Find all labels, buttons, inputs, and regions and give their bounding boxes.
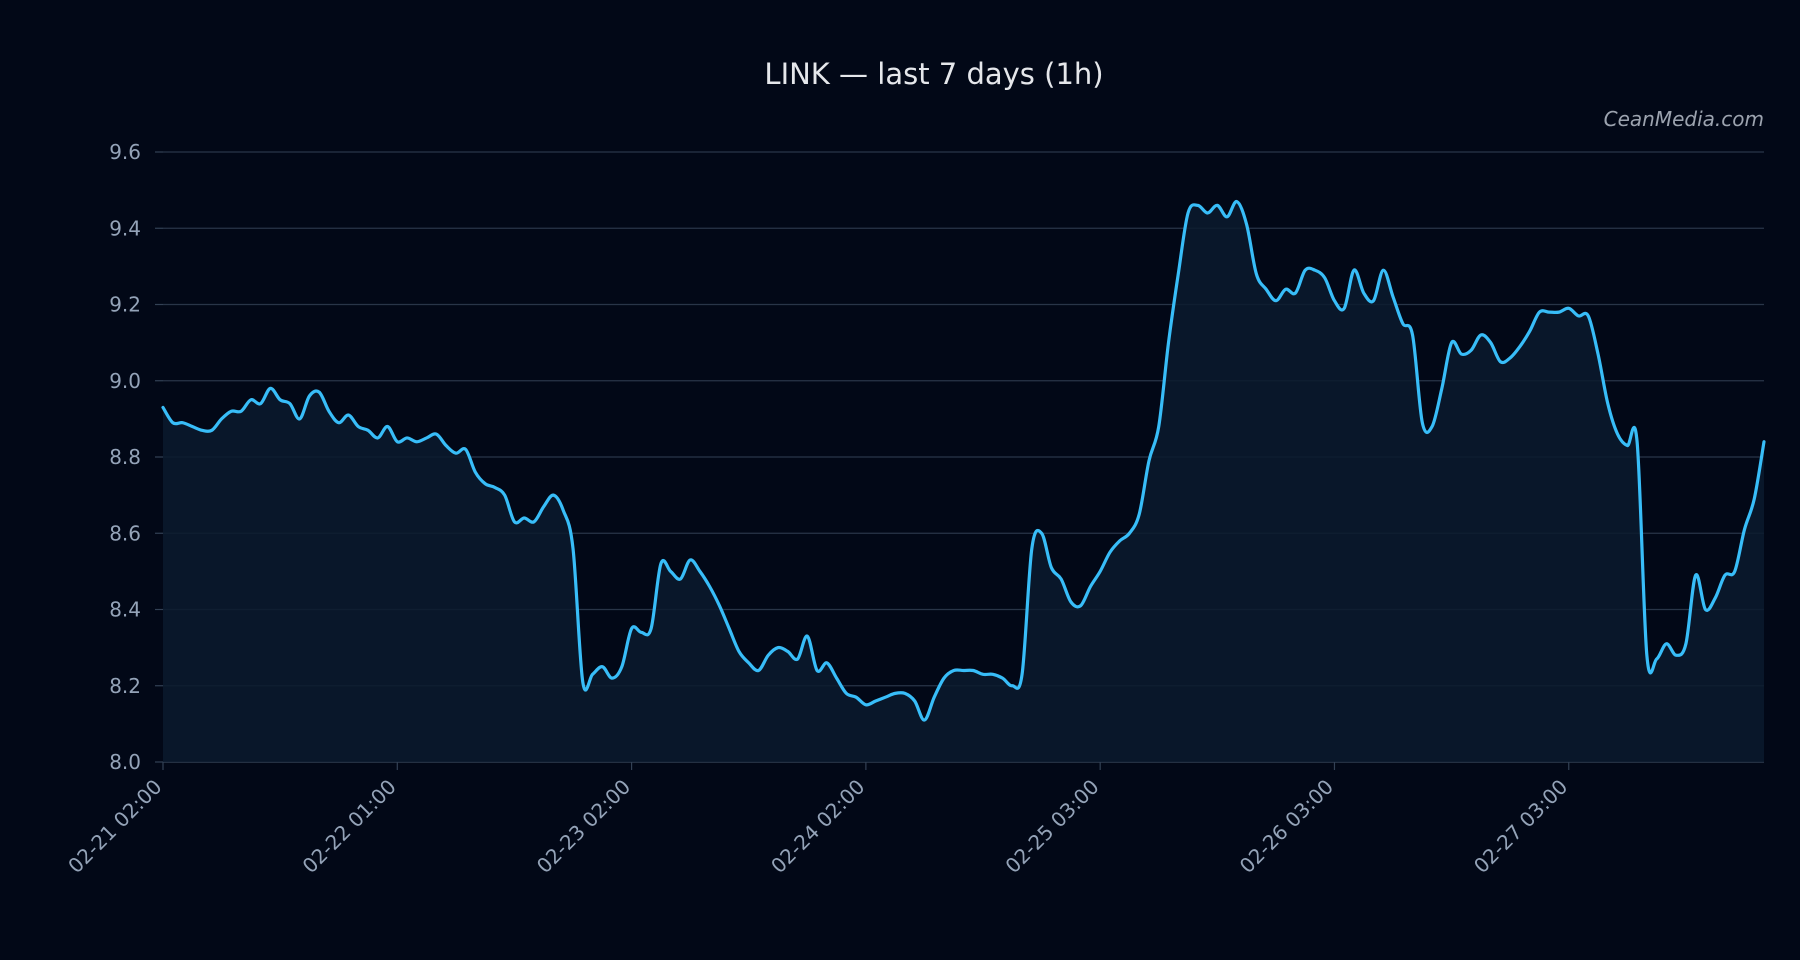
- y-tick-label: 8.0: [109, 750, 141, 774]
- price-line-layer: [161, 199, 1766, 722]
- chart-title: LINK — last 7 days (1h): [764, 57, 1103, 91]
- y-tick-label: 8.4: [109, 598, 141, 622]
- y-tick-label: 9.4: [109, 216, 141, 240]
- y-tick-label: 8.8: [109, 445, 141, 469]
- y-tick-label: 9.6: [109, 140, 141, 164]
- watermark-text: CeanMedia.com: [1604, 107, 1764, 131]
- price-area-fill: [163, 201, 1764, 762]
- y-tick-label: 8.6: [109, 521, 141, 545]
- price-line: [161, 199, 1766, 722]
- y-axis-tick-labels: 8.0 8.2 8.4 8.6 8.8 9.0 9.2 9.4 9.6: [109, 140, 163, 774]
- y-tick-label: 9.0: [109, 369, 141, 393]
- y-tick-label: 8.2: [109, 674, 141, 698]
- y-tick-label: 9.2: [109, 293, 141, 317]
- area-fill-layer: [163, 201, 1764, 762]
